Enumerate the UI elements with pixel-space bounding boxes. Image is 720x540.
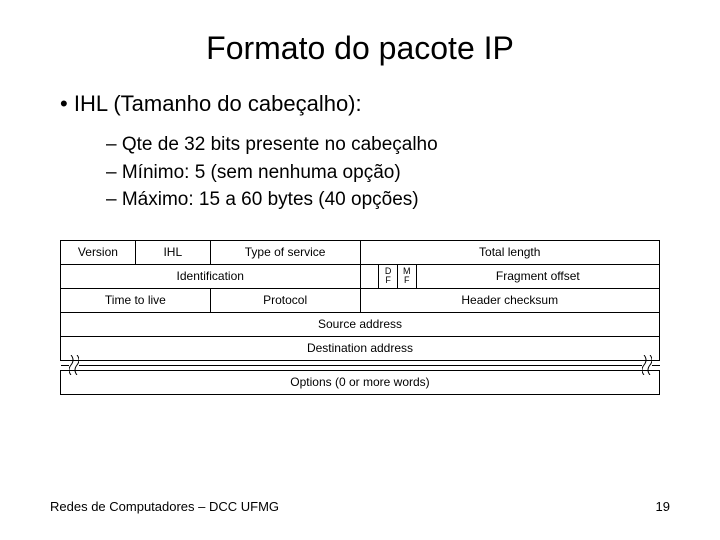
ip-header-row: Options (0 or more words)	[61, 370, 660, 394]
ip-header-field: Protocol	[210, 288, 360, 312]
ip-header-field: Options (0 or more words)	[61, 370, 660, 394]
slide-title: Formato do pacote IP	[50, 30, 670, 67]
ip-header-field: DF	[379, 264, 398, 288]
footer-text: Redes de Computadores – DCC UFMG	[50, 499, 279, 514]
ip-header-field: IHL	[135, 240, 210, 264]
ip-header-field: Type of service	[210, 240, 360, 264]
bullet-level-1: IHL (Tamanho do cabeçalho):	[60, 91, 670, 117]
ip-header-row: Identification DFMFFragment offset	[61, 264, 660, 288]
ip-header-field: Version	[61, 240, 136, 264]
ip-header-field: Identification	[61, 264, 361, 288]
page-number: 19	[656, 499, 670, 514]
slide: Formato do pacote IP IHL (Tamanho do cab…	[0, 0, 720, 540]
ip-header-diagram: VersionIHLType of serviceTotal lengthIde…	[60, 240, 660, 395]
ip-header-field: Fragment offset	[416, 264, 659, 288]
bullet-level-2: Qte de 32 bits presente no cabeçalho	[106, 131, 670, 159]
ip-header-field: Destination address	[61, 336, 660, 360]
ip-header-field	[360, 264, 379, 288]
ip-header-row: Destination address	[61, 336, 660, 360]
ip-header-row: Time to liveProtocolHeader checksum	[61, 288, 660, 312]
ip-header-table: VersionIHLType of serviceTotal lengthIde…	[60, 240, 660, 395]
ip-header-field: Header checksum	[360, 288, 660, 312]
ip-header-field: Source address	[61, 312, 660, 336]
slide-footer: Redes de Computadores – DCC UFMG 19	[50, 499, 670, 514]
bullet-level-2: Máximo: 15 a 60 bytes (40 opções)	[106, 186, 670, 214]
ip-header-field: MF	[397, 264, 416, 288]
ip-header-field: Time to live	[61, 288, 211, 312]
ip-header-row: VersionIHLType of serviceTotal length	[61, 240, 660, 264]
ip-header-row: Source address	[61, 312, 660, 336]
ip-header-field: Total length	[360, 240, 660, 264]
bullet-level-2: Mínimo: 5 (sem nenhuma opção)	[106, 159, 670, 187]
